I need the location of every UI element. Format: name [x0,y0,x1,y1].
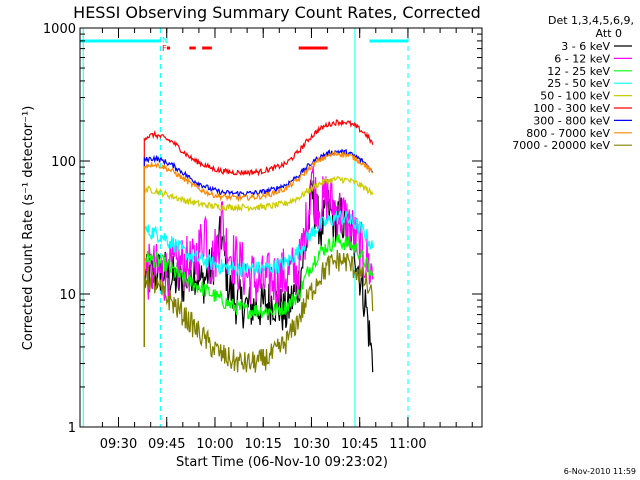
legend-label-4: 50 - 100 keV [540,90,610,103]
y-axis-ticks: 1 10 100 1000 [43,22,482,436]
series-line-4 [143,175,374,347]
plot-frame [79,27,483,428]
legend-label-2: 12 - 25 keV [547,65,610,78]
y-tick-label-2: 100 [51,155,76,170]
y-tick-label-0: 1 [68,421,76,436]
series-line-3 [143,210,374,347]
x-axis-label: Start Time (06-Nov-10 09:23:02) [176,455,388,470]
legend-label-8: 7000 - 20000 keV [512,139,610,152]
series-line-8 [143,249,374,373]
legend-label-6: 300 - 800 keV [533,114,610,127]
legend-header-2: Att 0 [596,27,622,40]
legend-header-1: Det 1,3,4,5,6,9, [548,14,634,27]
footer-timestamp: 6-Nov-2010 11:59 [564,467,636,476]
series-line-5 [143,119,374,347]
legend-label-1: 6 - 12 keV [554,52,610,65]
x-tick-label-1: 09:45 [148,437,185,452]
y-tick-label-1: 10 [59,288,76,303]
x-tick-label-2: 10:00 [196,437,233,452]
series-line-7 [143,149,374,347]
legend-label-3: 25 - 50 keV [547,77,610,90]
y-axis-label: Corrected Count Rate (s⁻¹ detector⁻¹) [21,106,36,351]
x-axis-ticks: 09:30 09:45 10:00 10:15 10:30 10:45 11:00 [100,28,473,452]
status-bars: NF [80,36,409,53]
legend-label-0: 3 - 6 keV [561,40,610,53]
series-lines [143,119,374,373]
series-line-2 [143,234,374,347]
y-tick-label-3: 1000 [43,22,76,37]
x-tick-label-3: 10:15 [244,437,281,452]
x-tick-label-5: 10:45 [341,437,378,452]
x-tick-label-6: 11:00 [389,437,426,452]
legend-label-7: 800 - 7000 keV [526,127,610,140]
x-tick-label-4: 10:30 [293,437,330,452]
x-tick-label-0: 09:30 [100,437,137,452]
night-label: N [162,36,168,45]
flare-label: F [162,44,167,53]
series-line-1 [143,165,374,347]
legend-label-5: 100 - 300 keV [533,102,610,115]
chart-title: HESSI Observing Summary Count Rates, Cor… [73,3,481,22]
